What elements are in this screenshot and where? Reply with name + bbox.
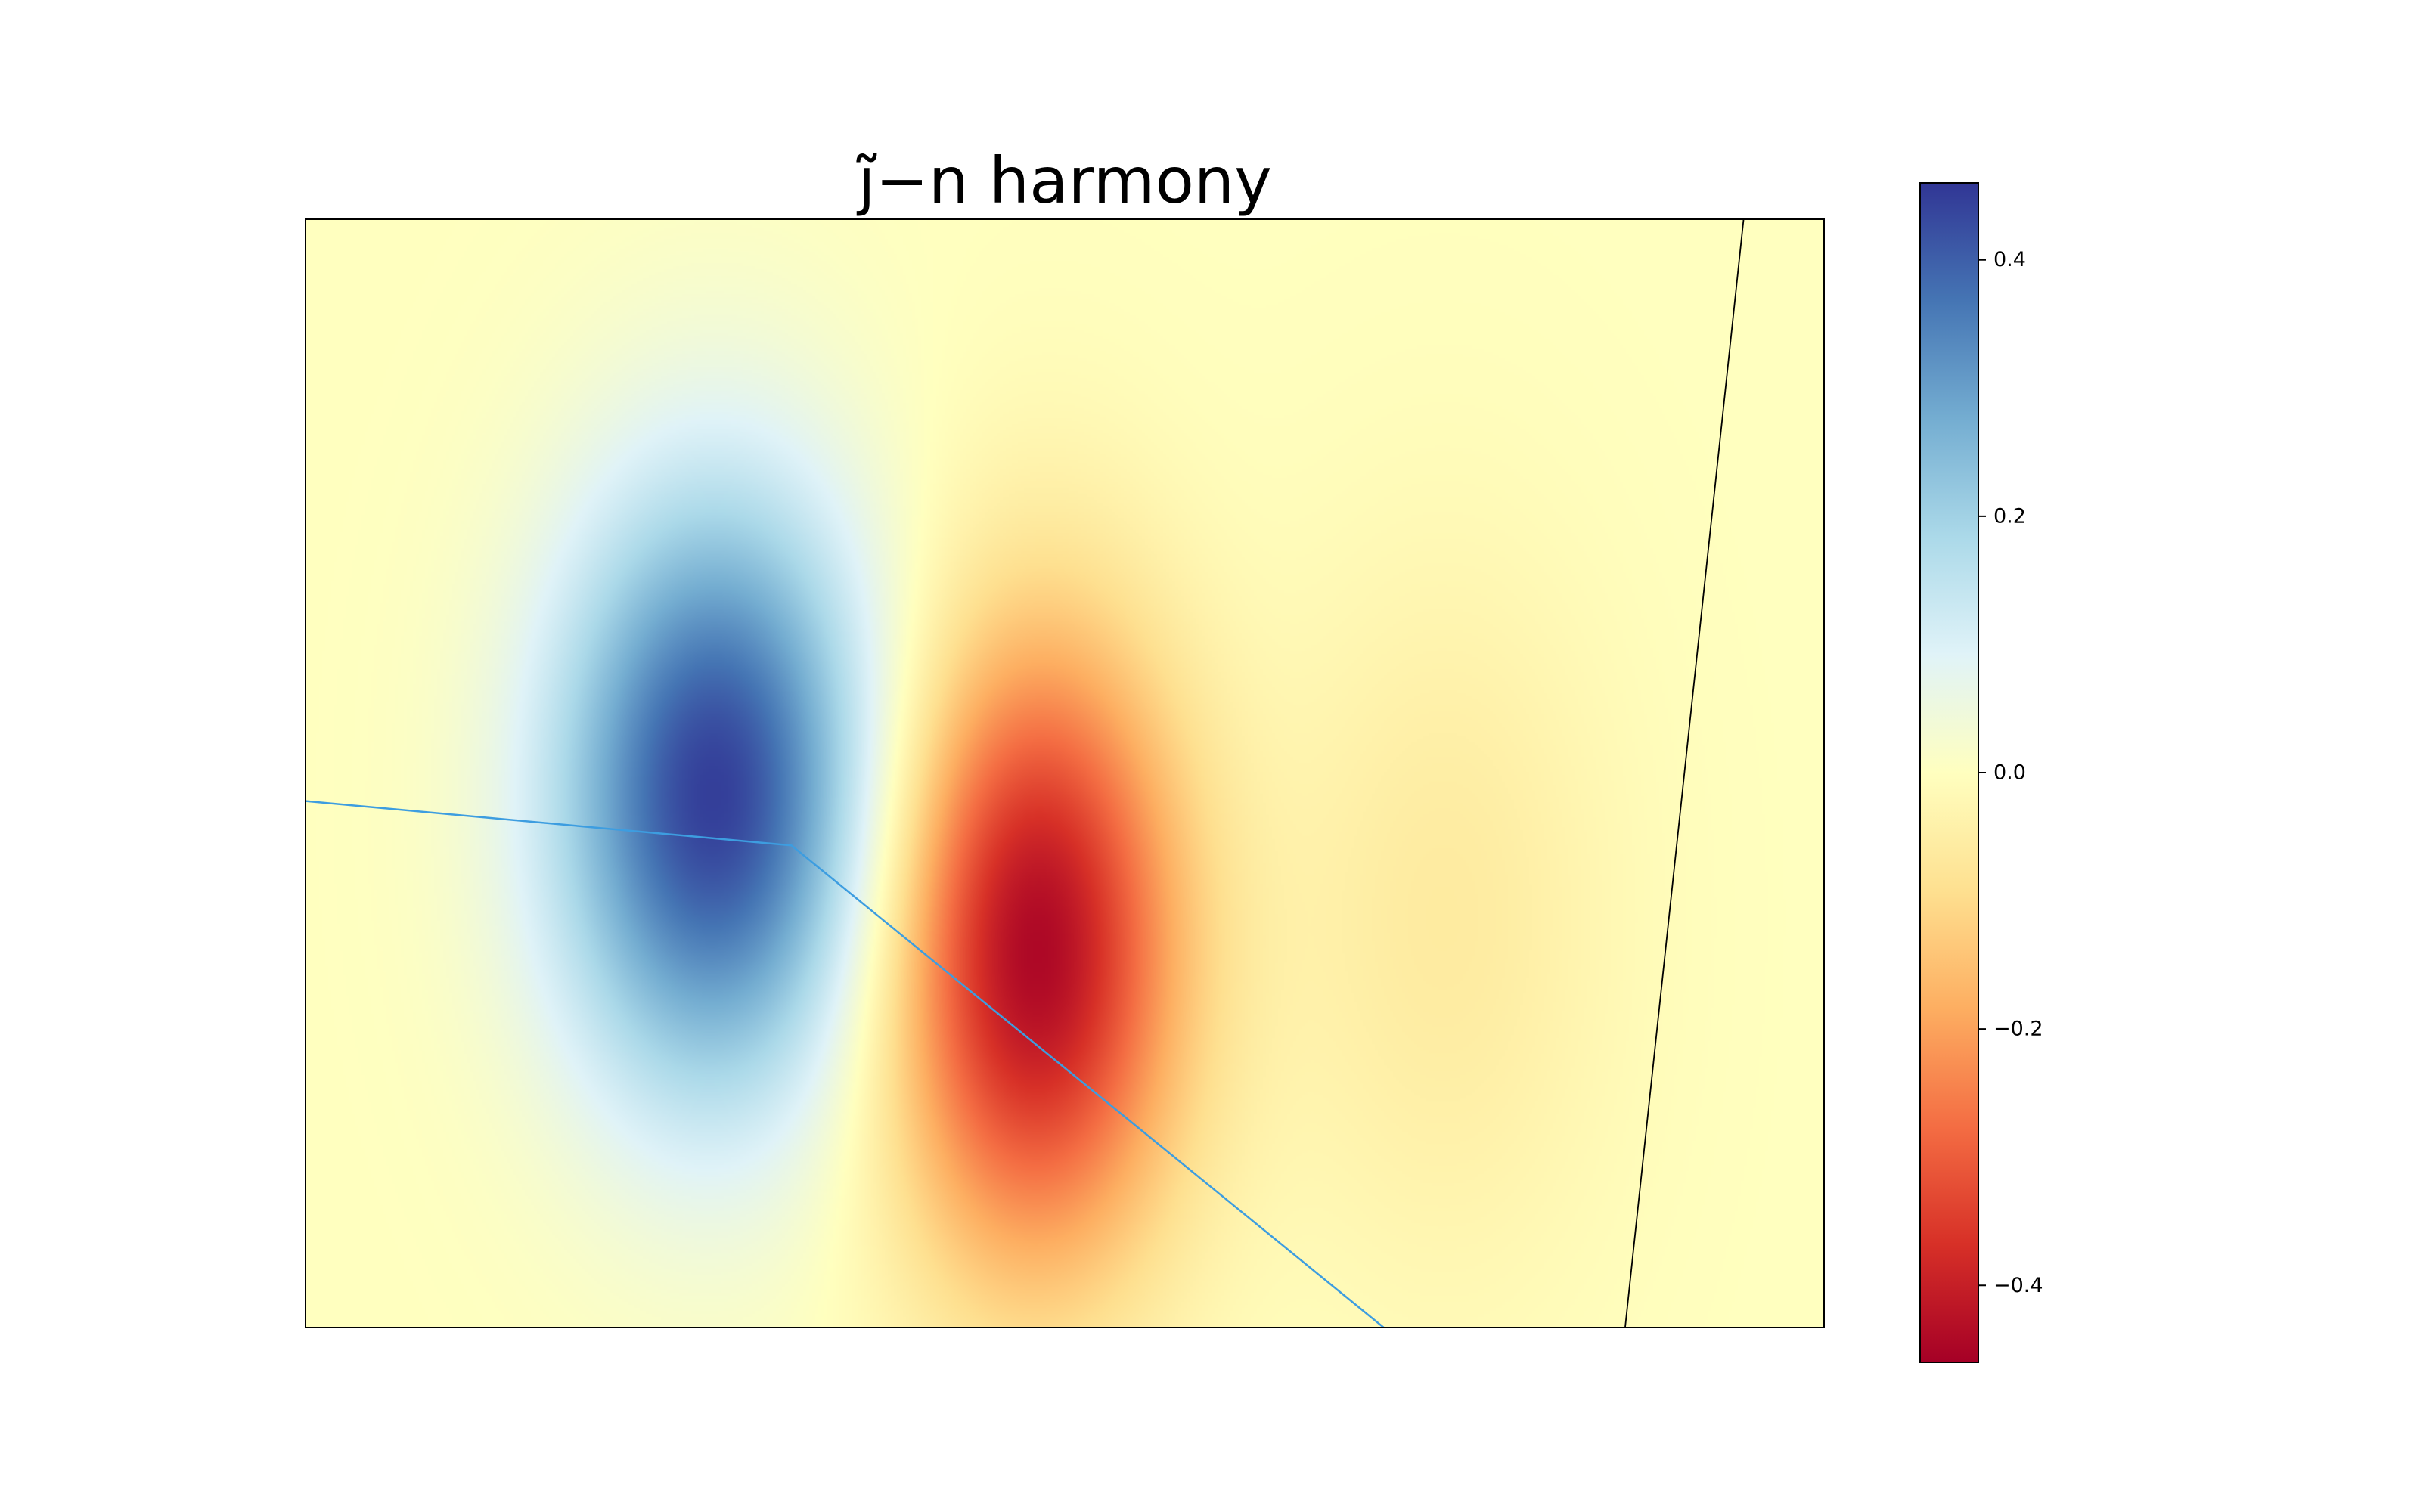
colorbar-tick-label: 0.0 — [1993, 761, 2026, 785]
colorbar-tick-label: −0.2 — [1993, 1018, 2043, 1041]
colorbar-ticks: 0.4 0.2 0.0 −0.2 −0.4 — [1978, 248, 2043, 1297]
chart-title: j̃−n harmony — [856, 144, 1272, 218]
plot-frame — [305, 218, 1825, 1328]
plot-area — [305, 218, 1825, 1328]
colorbar-tick-label: −0.4 — [1993, 1274, 2043, 1297]
colorbar: 0.4 0.2 0.0 −0.2 −0.4 — [1919, 182, 2043, 1363]
colorbar-tick-label: 0.4 — [1993, 248, 2026, 271]
overlay-line-black — [1624, 219, 1745, 1328]
overlay-lines — [306, 219, 1745, 1328]
overlay-line-blue — [306, 800, 1385, 1328]
heatmap-image — [306, 219, 1824, 1328]
colorbar-gradient — [1919, 182, 1979, 1363]
colorbar-tick-label: 0.2 — [1993, 504, 2026, 528]
